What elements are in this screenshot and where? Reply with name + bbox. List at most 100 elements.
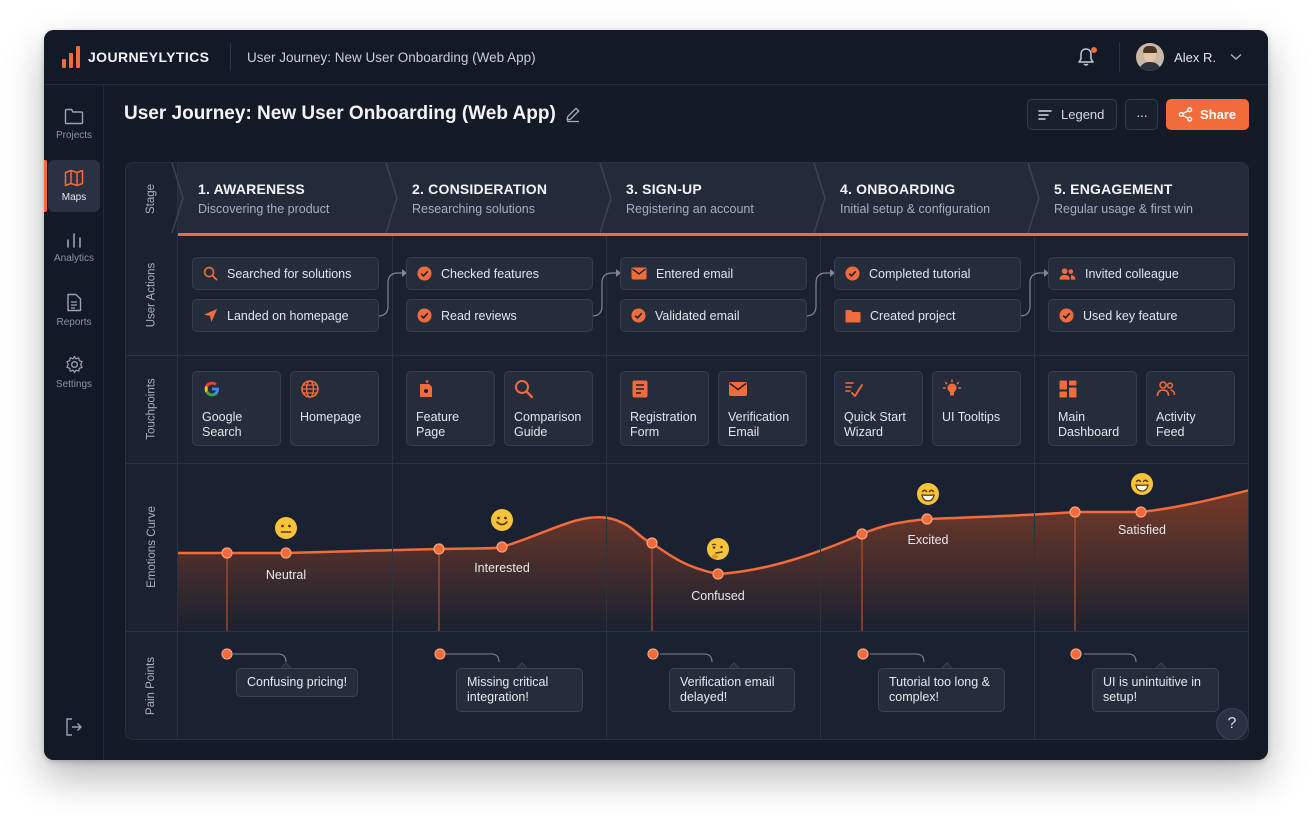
mail-icon	[729, 382, 747, 396]
action-created-project[interactable]: Created project	[834, 299, 1021, 332]
logo-icon	[62, 46, 80, 68]
pain-point-card[interactable]: Missing critical integration!	[456, 668, 583, 712]
app-window: JOURNEYLYTICS User Journey: New User Onb…	[44, 30, 1268, 760]
action-validated-email[interactable]: Validated email	[620, 299, 807, 332]
action-label: Created project	[870, 308, 956, 323]
sidebar-item-maps[interactable]: Maps	[48, 160, 100, 212]
topbar-divider	[230, 43, 231, 71]
page-title: User Journey: New User Onboarding (Web A…	[124, 103, 556, 124]
emotion-curve-line	[178, 489, 1248, 576]
touchpoint-label: Quick Start Wizard	[844, 410, 906, 439]
touchpoint-quick-start-wizard[interactable]: Quick Start Wizard	[834, 371, 923, 446]
search-icon	[515, 380, 534, 399]
action-landed-on-homepage[interactable]: Landed on homepage	[192, 299, 379, 332]
window-title: User Journey: New User Onboarding (Web A…	[247, 49, 536, 65]
topbar-separator	[1119, 42, 1121, 72]
stage-consideration[interactable]: 2. CONSIDERATION Researching solutions	[392, 163, 606, 233]
pain-point-card[interactable]: Verification email delayed!	[669, 668, 795, 712]
stage-sign-up[interactable]: 3. SIGN-UP Registering an account	[606, 163, 820, 233]
avatar[interactable]	[1136, 43, 1165, 71]
stage-subtitle: Researching solutions	[412, 202, 535, 216]
sidebar-item-reports[interactable]: Reports	[48, 284, 100, 336]
touchpoint-label: Verification Email	[728, 410, 790, 439]
check-circle-icon	[631, 308, 646, 323]
touchpoint-feature-page[interactable]: Feature Page	[406, 371, 495, 446]
stage-awareness[interactable]: 1. AWARENESS Discovering the product	[178, 163, 392, 233]
action-checked-features[interactable]: Checked features	[406, 257, 593, 290]
sidebar-item-label: Settings	[55, 378, 93, 390]
stage-subtitle: Registering an account	[626, 202, 754, 216]
action-used-key-feature[interactable]: Used key feature	[1048, 299, 1235, 332]
chevron-down-icon[interactable]	[1230, 53, 1242, 61]
action-label: Validated email	[655, 308, 740, 323]
action-invited-colleague[interactable]: Invited colleague	[1048, 257, 1235, 290]
emotion-label: Excited	[907, 533, 949, 547]
touchpoint-verification-email[interactable]: Verification Email	[718, 371, 807, 446]
stage-chevron	[171, 163, 184, 233]
stage-chevron	[813, 163, 826, 233]
touchpoint-homepage[interactable]: Homepage	[290, 371, 379, 446]
bell-icon[interactable]	[1077, 47, 1098, 67]
stage-progress-bar	[178, 233, 1248, 236]
share-button[interactable]: Share	[1166, 99, 1249, 130]
column-divider	[392, 235, 393, 739]
touchpoint-label: Registration Form	[630, 410, 697, 439]
share-button-label: Share	[1200, 107, 1237, 122]
legend-button-label: Legend	[1061, 107, 1105, 122]
sidebar-item-projects[interactable]: Projects	[48, 98, 100, 150]
touchpoint-comparison-guide[interactable]: Comparison Guide	[504, 371, 593, 446]
action-searched-for-solutions[interactable]: Searched for solutions	[192, 257, 379, 290]
pain-point-card[interactable]: Tutorial too long & complex!	[878, 668, 1005, 712]
dashboard-icon	[1059, 380, 1077, 398]
sidebar-item-analytics[interactable]: Analytics	[48, 222, 100, 274]
user-name[interactable]: Alex R.	[1174, 49, 1216, 65]
touchpoint-ui-tooltips[interactable]: UI Tooltips	[932, 371, 1021, 446]
action-connectors	[377, 269, 1049, 317]
logout-icon[interactable]	[64, 717, 84, 737]
stage-title: 5. ENGAGEMENT	[1054, 181, 1173, 197]
row-label-stage: Stage	[126, 163, 178, 235]
stage-onboarding[interactable]: 4. ONBOARDING Initial setup & configurat…	[820, 163, 1034, 233]
emotion-label: Confused	[691, 589, 745, 603]
row-label-pain-points: Pain Points	[126, 631, 178, 739]
stage-header-strip	[178, 163, 1248, 235]
help-button[interactable]: ?	[1216, 708, 1248, 740]
stage-chevron	[599, 163, 612, 233]
more-options-button[interactable]: ···	[1125, 99, 1158, 130]
stage-engagement[interactable]: 5. ENGAGEMENT Regular usage & first win	[1034, 163, 1248, 233]
touchpoint-registration-form[interactable]: Registration Form	[620, 371, 709, 446]
touchpoint-activity-feed[interactable]: Activity Feed	[1146, 371, 1235, 446]
wizard-icon	[845, 382, 863, 397]
notification-dot	[1091, 47, 1098, 53]
pencil-icon[interactable]	[564, 105, 582, 123]
action-label: Entered email	[656, 266, 734, 281]
action-entered-email[interactable]: Entered email	[620, 257, 807, 290]
stage-title: 4. ONBOARDING	[840, 181, 956, 197]
stage-subtitle: Initial setup & configuration	[840, 202, 991, 216]
action-label: Searched for solutions	[227, 266, 352, 281]
legend-button[interactable]: Legend	[1027, 99, 1117, 130]
pain-point-card[interactable]: Confusing pricing!	[236, 668, 359, 697]
more-icon: ···	[1136, 106, 1148, 123]
column-divider	[1034, 235, 1035, 739]
grinning-face-icon	[917, 483, 939, 505]
action-label: Read reviews	[441, 308, 517, 323]
row-divider	[126, 355, 1248, 356]
sidebar-item-settings[interactable]: Settings	[48, 346, 100, 398]
topbar-right: Alex R.	[1077, 42, 1268, 72]
stage-chevron	[1027, 163, 1040, 233]
pain-point-card[interactable]: UI is unintuitive in setup!	[1092, 668, 1219, 712]
smiling-face-icon	[491, 509, 513, 531]
column-divider	[820, 235, 821, 739]
touchpoint-google-search[interactable]: Google Search	[192, 371, 281, 446]
grinning-face-icon	[1131, 473, 1153, 495]
touchpoint-label: Homepage	[300, 410, 362, 424]
action-completed-tutorial[interactable]: Completed tutorial	[834, 257, 1021, 290]
app-logo[interactable]: JOURNEYLYTICS	[44, 46, 230, 68]
sidebar-item-label: Reports	[56, 316, 92, 328]
legend-icon	[1038, 109, 1052, 120]
check-circle-icon	[1059, 308, 1074, 323]
document-icon	[67, 293, 82, 311]
touchpoint-main-dashboard[interactable]: Main Dashboard	[1048, 371, 1137, 446]
action-read-reviews[interactable]: Read reviews	[406, 299, 593, 332]
